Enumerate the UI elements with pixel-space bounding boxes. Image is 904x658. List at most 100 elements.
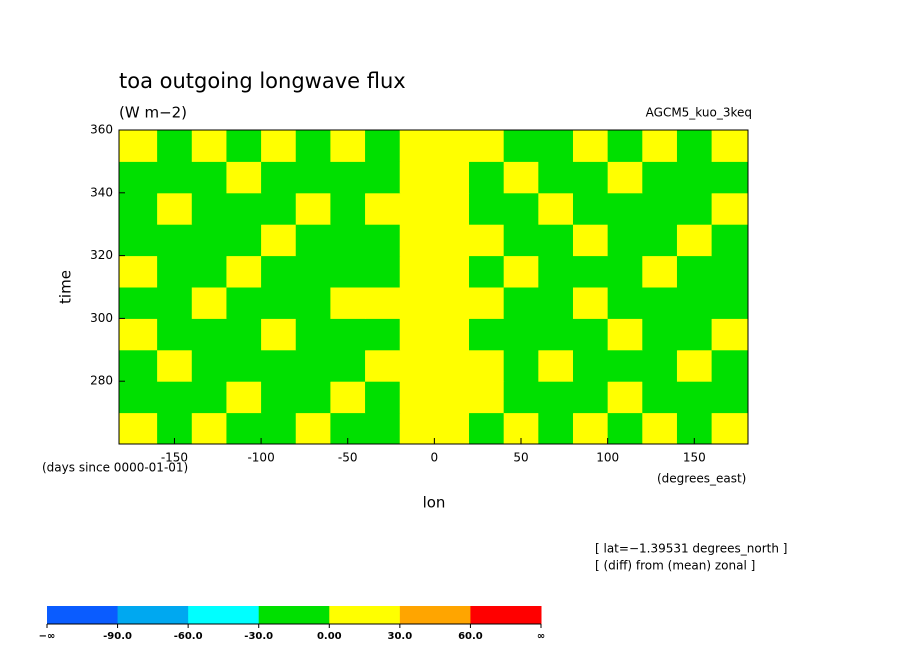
cell bbox=[607, 161, 643, 194]
cell bbox=[711, 349, 749, 382]
y-tick-label: 300 bbox=[90, 311, 113, 325]
colorbar-swatch bbox=[470, 606, 542, 624]
cell bbox=[191, 349, 227, 382]
cell bbox=[157, 161, 193, 194]
cell bbox=[191, 161, 227, 194]
units: (W m−2) bbox=[119, 104, 187, 122]
cell bbox=[676, 192, 713, 225]
colorbar-label: -90.0 bbox=[103, 631, 132, 642]
cell bbox=[261, 192, 297, 225]
cell bbox=[607, 255, 643, 288]
cell bbox=[607, 130, 643, 162]
colorbar-label: -60.0 bbox=[174, 631, 203, 642]
colorbar-label: ∞ bbox=[537, 631, 545, 642]
x-tick-label: 50 bbox=[513, 451, 528, 465]
cell bbox=[399, 224, 435, 257]
cell bbox=[330, 381, 366, 414]
cell bbox=[365, 381, 401, 414]
y-tick-label: 340 bbox=[90, 185, 113, 199]
cell bbox=[157, 381, 193, 414]
cell bbox=[572, 412, 609, 445]
cell bbox=[261, 318, 297, 351]
cell bbox=[226, 381, 262, 414]
cell bbox=[295, 255, 331, 288]
cell bbox=[295, 349, 331, 382]
cell bbox=[607, 224, 643, 257]
cell bbox=[434, 192, 470, 225]
cell bbox=[191, 192, 227, 225]
cell bbox=[572, 381, 609, 414]
cell bbox=[434, 130, 470, 162]
cell bbox=[538, 224, 574, 257]
cell bbox=[434, 412, 470, 445]
y-units: (days since 0000-01-01) bbox=[42, 461, 188, 475]
cell bbox=[191, 318, 227, 351]
cell bbox=[365, 287, 401, 319]
cell bbox=[538, 161, 574, 194]
colorbar-label: 60.0 bbox=[458, 631, 483, 642]
cell bbox=[399, 349, 435, 382]
cell bbox=[399, 130, 435, 162]
cell bbox=[538, 318, 574, 351]
y-tick-label: 320 bbox=[90, 248, 113, 262]
cell bbox=[261, 412, 297, 445]
colorbar-label: 0.00 bbox=[317, 631, 342, 642]
cell bbox=[226, 224, 262, 257]
cell bbox=[330, 224, 366, 257]
cell bbox=[572, 318, 609, 351]
cell bbox=[642, 224, 678, 257]
cell bbox=[607, 287, 643, 319]
cell bbox=[365, 130, 401, 162]
cell bbox=[676, 318, 713, 351]
cell bbox=[642, 287, 678, 319]
cell bbox=[572, 192, 609, 225]
cell bbox=[642, 381, 678, 414]
cell bbox=[226, 255, 262, 288]
cell bbox=[119, 255, 158, 288]
cell bbox=[226, 130, 262, 162]
cell bbox=[330, 130, 366, 162]
note: [ lat=−1.39531 degrees_north ] bbox=[595, 542, 787, 556]
x-tick-label: 100 bbox=[596, 451, 619, 465]
cell bbox=[434, 161, 470, 194]
cell bbox=[119, 349, 158, 382]
cell bbox=[261, 130, 297, 162]
cell bbox=[538, 130, 574, 162]
cell bbox=[295, 192, 331, 225]
cell bbox=[330, 349, 366, 382]
cell bbox=[469, 318, 505, 351]
cell bbox=[538, 381, 574, 414]
cell bbox=[711, 255, 749, 288]
cell bbox=[676, 161, 713, 194]
cell bbox=[295, 412, 331, 445]
cell bbox=[538, 192, 574, 225]
cell bbox=[365, 349, 401, 382]
cell bbox=[572, 130, 609, 162]
cell bbox=[676, 381, 713, 414]
colorbar-label: −∞ bbox=[39, 631, 56, 642]
cell bbox=[469, 349, 505, 382]
cell bbox=[711, 287, 749, 319]
cell bbox=[295, 318, 331, 351]
y-tick-label: 360 bbox=[90, 123, 113, 137]
cell bbox=[503, 130, 539, 162]
cell bbox=[434, 287, 470, 319]
cell bbox=[191, 224, 227, 257]
cell bbox=[261, 349, 297, 382]
colorbar-swatch bbox=[47, 606, 119, 624]
cell bbox=[226, 161, 262, 194]
cell bbox=[469, 224, 505, 257]
colorbar-swatch bbox=[117, 606, 189, 624]
x-tick-label: 150 bbox=[683, 451, 706, 465]
cell bbox=[261, 287, 297, 319]
cell bbox=[642, 412, 678, 445]
cell bbox=[261, 161, 297, 194]
cell bbox=[330, 161, 366, 194]
cell bbox=[572, 255, 609, 288]
cell bbox=[295, 161, 331, 194]
cell bbox=[399, 161, 435, 194]
cell bbox=[295, 381, 331, 414]
cell bbox=[191, 130, 227, 162]
cell bbox=[399, 287, 435, 319]
